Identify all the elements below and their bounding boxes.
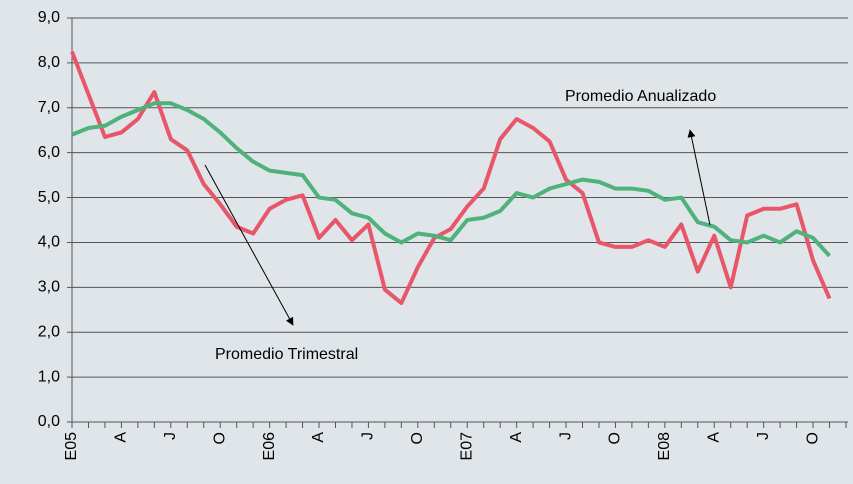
y-tick-label: 5,0 bbox=[38, 189, 60, 206]
y-tick-label: 7,0 bbox=[38, 99, 60, 116]
annotation: Promedio Anualizado bbox=[565, 88, 716, 105]
x-tick-label: A bbox=[310, 432, 327, 443]
x-tick-label: O bbox=[804, 432, 821, 444]
arrow bbox=[204, 164, 294, 326]
x-tick-label: J bbox=[162, 432, 179, 440]
y-tick-label: 2,0 bbox=[38, 323, 60, 340]
x-tick-label: A bbox=[113, 432, 130, 443]
x-tick-label: J bbox=[557, 432, 574, 440]
x-tick-label: E07 bbox=[458, 432, 475, 461]
grid bbox=[67, 17, 848, 428]
lines bbox=[70, 50, 832, 306]
x-tick-label: A bbox=[705, 432, 722, 443]
arrow bbox=[687, 129, 711, 226]
annotation: Promedio Trimestral bbox=[215, 346, 358, 363]
y-tick-label: 1,0 bbox=[38, 368, 60, 385]
x-tick-label: O bbox=[607, 432, 624, 444]
y-tick-label: 6,0 bbox=[38, 144, 60, 161]
y-tick-label: 4,0 bbox=[38, 234, 60, 251]
series-line bbox=[71, 101, 832, 258]
y-tick-label: 8,0 bbox=[38, 54, 60, 71]
x-tick-label: J bbox=[360, 432, 377, 440]
x-tick-label: O bbox=[211, 432, 228, 444]
x-tick-label: A bbox=[508, 432, 525, 443]
y-tick-label: 9,0 bbox=[38, 9, 60, 26]
x-tick-label: J bbox=[755, 432, 772, 440]
x-tick-label: O bbox=[409, 432, 426, 444]
series-line bbox=[70, 50, 832, 306]
y-tick-label: 3,0 bbox=[38, 279, 60, 296]
x-tick-label: E08 bbox=[656, 432, 673, 461]
x-tick-label: E05 bbox=[63, 432, 80, 461]
x-tick-label: E06 bbox=[261, 432, 278, 461]
y-tick-label: 0,0 bbox=[38, 413, 60, 430]
